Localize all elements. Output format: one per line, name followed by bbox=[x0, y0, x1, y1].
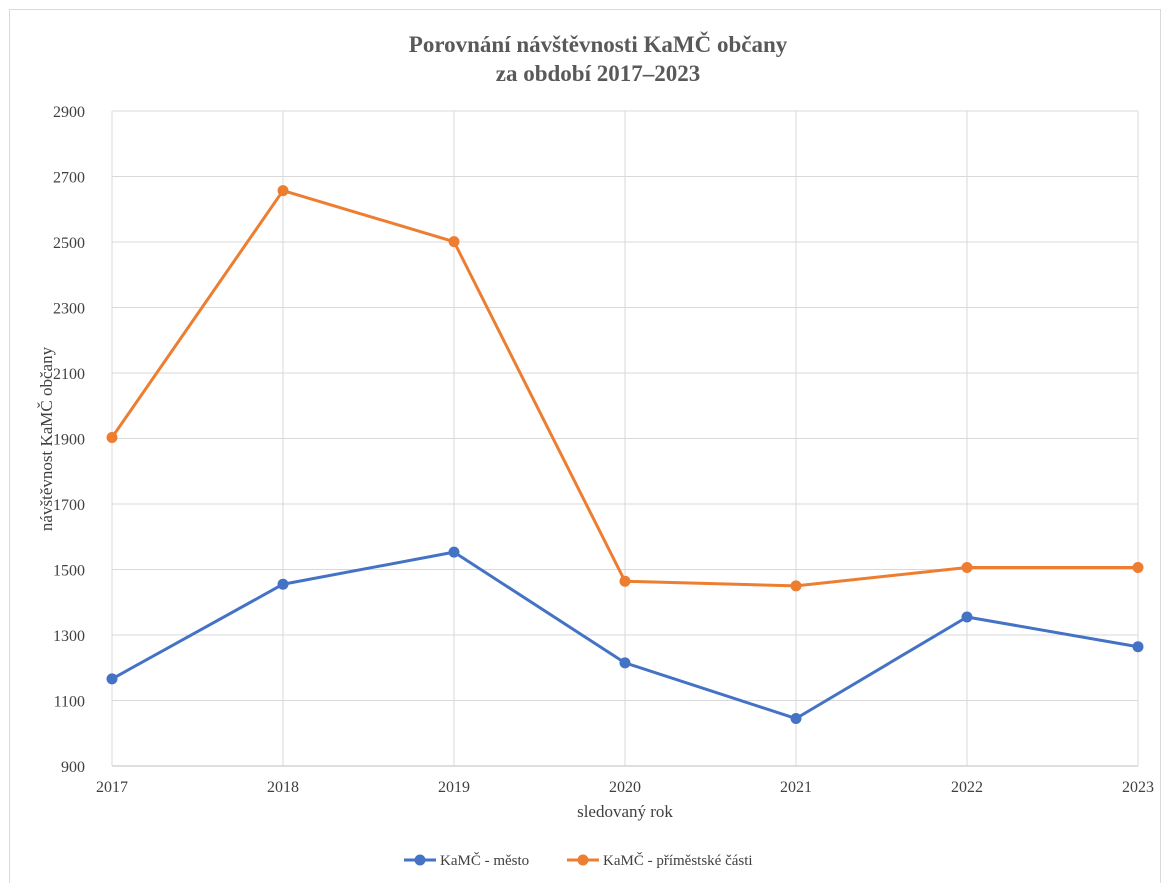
y-tick-label: 2900 bbox=[53, 104, 85, 121]
series-2-point bbox=[790, 580, 802, 592]
x-tick-label: 2019 bbox=[438, 779, 470, 796]
series-2-point bbox=[961, 562, 973, 574]
y-tick-label: 2700 bbox=[53, 170, 85, 187]
x-tick-label: 2021 bbox=[780, 779, 812, 796]
series-1-point bbox=[1132, 641, 1144, 653]
y-tick-label: 1900 bbox=[53, 432, 85, 449]
series-1-point bbox=[448, 546, 460, 558]
gridlines bbox=[111, 110, 1139, 767]
y-tick-label: 1500 bbox=[53, 563, 85, 580]
series-2-point bbox=[619, 575, 631, 587]
x-tick-label: 2018 bbox=[267, 779, 299, 796]
legend-label-1: KaMČ - město bbox=[440, 852, 529, 869]
legend-marker-2 bbox=[577, 854, 589, 866]
y-tick-label: 1100 bbox=[54, 694, 85, 711]
y-tick-label: 2300 bbox=[53, 301, 85, 318]
x-tick-label: 2023 bbox=[1122, 779, 1154, 796]
series-1-point bbox=[277, 578, 289, 590]
x-tick-label: 2022 bbox=[951, 779, 983, 796]
y-tick-label: 2500 bbox=[53, 235, 85, 252]
legend: KaMČ - město KaMČ - příměstské části bbox=[404, 852, 753, 869]
y-axis-ticks: 900 1100 1300 1500 1700 1900 2100 2300 2500 2700 2… bbox=[53, 104, 85, 776]
legend-marker-1 bbox=[414, 854, 426, 866]
y-axis-title: návštěvnost KaMČ občany bbox=[37, 346, 56, 531]
chart-frame bbox=[9, 9, 1161, 883]
x-axis-ticks: 2017 2018 2019 2020 2021 2022 2023 bbox=[96, 779, 1154, 796]
y-tick-label: 900 bbox=[61, 759, 85, 776]
y-tick-label: 1300 bbox=[53, 628, 85, 645]
series-2-point bbox=[277, 185, 289, 197]
series-1-point bbox=[619, 657, 631, 669]
y-tick-label: 2100 bbox=[53, 366, 85, 383]
chart-title: Porovnání návštěvnosti KaMČ občany bbox=[409, 31, 788, 57]
series-2-point bbox=[448, 236, 460, 248]
series-1-point bbox=[790, 713, 802, 725]
x-axis-title: sledovaný rok bbox=[577, 802, 673, 821]
x-tick-label: 2020 bbox=[609, 779, 641, 796]
series-markers bbox=[106, 185, 1144, 725]
y-tick-label: 1700 bbox=[53, 497, 85, 514]
series-2-point bbox=[1132, 562, 1144, 574]
chart-subtitle: za období 2017–2023 bbox=[496, 61, 700, 86]
x-tick-label: 2017 bbox=[96, 779, 128, 796]
series-1-point bbox=[106, 673, 118, 685]
series-2-point bbox=[106, 432, 118, 444]
series-1-point bbox=[961, 611, 973, 623]
legend-label-2: KaMČ - příměstské části bbox=[603, 852, 753, 869]
